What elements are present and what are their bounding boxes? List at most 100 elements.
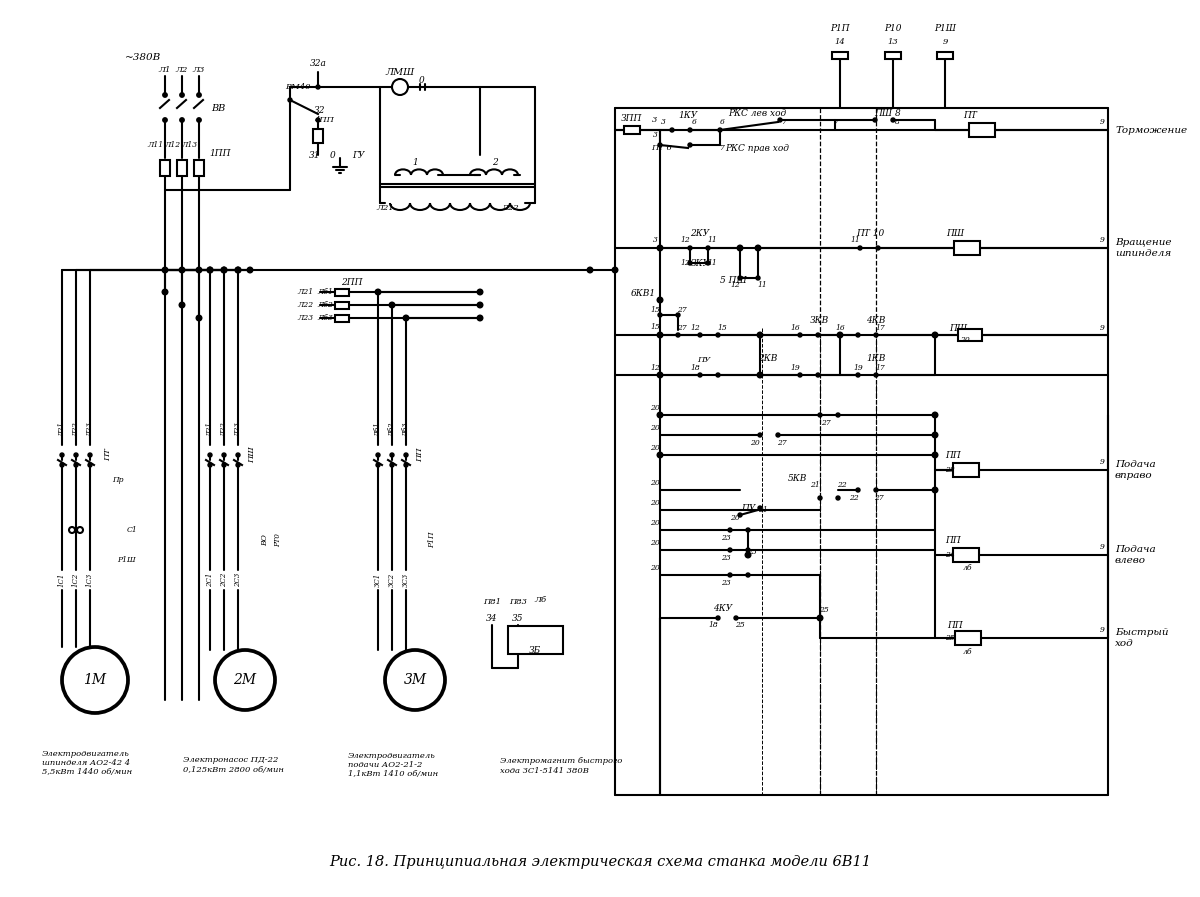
Text: 1С1: 1С1 xyxy=(58,573,66,588)
Text: Л22: Л22 xyxy=(72,422,80,438)
Text: Л3: Л3 xyxy=(193,66,205,74)
Text: 23: 23 xyxy=(721,554,731,562)
Circle shape xyxy=(874,488,878,492)
Circle shape xyxy=(658,372,662,378)
Circle shape xyxy=(163,118,167,122)
Text: 23: 23 xyxy=(748,548,757,556)
Text: 2: 2 xyxy=(492,158,498,167)
Circle shape xyxy=(70,527,74,533)
Circle shape xyxy=(817,615,823,621)
Bar xyxy=(955,631,982,645)
Text: 20: 20 xyxy=(650,539,660,547)
Circle shape xyxy=(208,267,212,273)
Circle shape xyxy=(838,332,842,338)
Circle shape xyxy=(716,616,720,620)
Text: 12: 12 xyxy=(650,364,660,372)
Circle shape xyxy=(728,548,732,552)
Text: 28: 28 xyxy=(946,466,955,474)
Circle shape xyxy=(88,453,92,457)
Circle shape xyxy=(816,373,820,377)
Text: Электромагнит быстрого
хода ЗС1-5141 380В: Электромагнит быстрого хода ЗС1-5141 380… xyxy=(500,757,623,775)
Circle shape xyxy=(836,496,840,500)
Bar xyxy=(958,329,982,341)
Circle shape xyxy=(876,246,880,250)
Text: ПТ: ПТ xyxy=(964,110,977,119)
Text: 24: 24 xyxy=(946,551,955,559)
Text: Р1П: Р1П xyxy=(428,532,436,548)
Text: 23: 23 xyxy=(721,534,731,542)
Text: 18: 18 xyxy=(690,364,700,372)
Text: 2ПП: 2ПП xyxy=(341,277,362,286)
Text: 6: 6 xyxy=(720,118,725,126)
Bar xyxy=(194,160,204,176)
Text: 15: 15 xyxy=(650,323,660,331)
Bar xyxy=(335,301,349,309)
Text: 3: 3 xyxy=(653,131,658,139)
Text: Л22: Л22 xyxy=(296,301,313,309)
Text: Л21: Л21 xyxy=(206,422,214,438)
Circle shape xyxy=(858,246,862,250)
Circle shape xyxy=(818,413,822,417)
Text: Подача
влево: Подача влево xyxy=(1115,545,1156,565)
Text: 27: 27 xyxy=(677,306,686,314)
Circle shape xyxy=(179,267,185,273)
Bar xyxy=(832,51,848,58)
Circle shape xyxy=(180,118,185,122)
Circle shape xyxy=(670,128,674,132)
Bar xyxy=(335,315,349,321)
Circle shape xyxy=(688,143,692,147)
Circle shape xyxy=(208,453,212,457)
Text: ПУ: ПУ xyxy=(740,503,755,512)
Text: 18: 18 xyxy=(708,621,718,629)
Text: 2С3: 2С3 xyxy=(234,573,242,588)
Circle shape xyxy=(197,267,202,273)
Text: 35: 35 xyxy=(512,614,523,623)
Text: Л2: Л2 xyxy=(176,66,188,74)
Circle shape xyxy=(390,463,394,467)
Circle shape xyxy=(856,373,860,377)
Text: 2М: 2М xyxy=(234,673,257,687)
Bar xyxy=(313,129,323,143)
Text: ЗПП: ЗПП xyxy=(622,114,643,123)
Text: Р1Ш: Р1Ш xyxy=(116,556,136,564)
Circle shape xyxy=(698,373,702,377)
Text: 3: 3 xyxy=(660,118,666,126)
Circle shape xyxy=(658,143,662,147)
Text: 11: 11 xyxy=(757,281,767,289)
Text: 27: 27 xyxy=(821,419,830,427)
Text: Лб3: Лб3 xyxy=(402,422,410,438)
Bar xyxy=(508,626,563,654)
Text: Л12: Л12 xyxy=(164,141,180,149)
Text: 6: 6 xyxy=(691,118,696,126)
Circle shape xyxy=(658,333,662,337)
Bar xyxy=(178,160,187,176)
Text: 1М: 1М xyxy=(84,673,107,687)
Text: ВО: ВО xyxy=(262,534,269,546)
Circle shape xyxy=(288,98,292,102)
Circle shape xyxy=(728,573,732,577)
Text: Лб2: Лб2 xyxy=(388,422,396,438)
Text: Л21: Л21 xyxy=(376,204,394,212)
Text: ~380В: ~380В xyxy=(125,53,161,62)
Text: 25: 25 xyxy=(736,621,745,629)
Text: 20: 20 xyxy=(650,479,660,487)
Circle shape xyxy=(818,496,822,500)
Text: ЗКУ: ЗКУ xyxy=(690,258,709,267)
Circle shape xyxy=(856,333,860,337)
Circle shape xyxy=(658,413,662,418)
Circle shape xyxy=(74,453,78,457)
Text: 1: 1 xyxy=(412,158,418,167)
Text: 2С2: 2С2 xyxy=(220,573,228,588)
Circle shape xyxy=(676,313,680,317)
Circle shape xyxy=(738,276,742,280)
Text: ПТ 6: ПТ 6 xyxy=(652,144,672,152)
Circle shape xyxy=(816,333,820,337)
Text: 2КВ: 2КВ xyxy=(758,353,778,362)
Circle shape xyxy=(716,333,720,337)
Circle shape xyxy=(62,647,128,713)
Circle shape xyxy=(658,452,662,457)
Text: 7: 7 xyxy=(781,118,786,126)
Text: 3: 3 xyxy=(653,236,658,244)
Circle shape xyxy=(658,297,662,303)
Circle shape xyxy=(746,573,750,577)
